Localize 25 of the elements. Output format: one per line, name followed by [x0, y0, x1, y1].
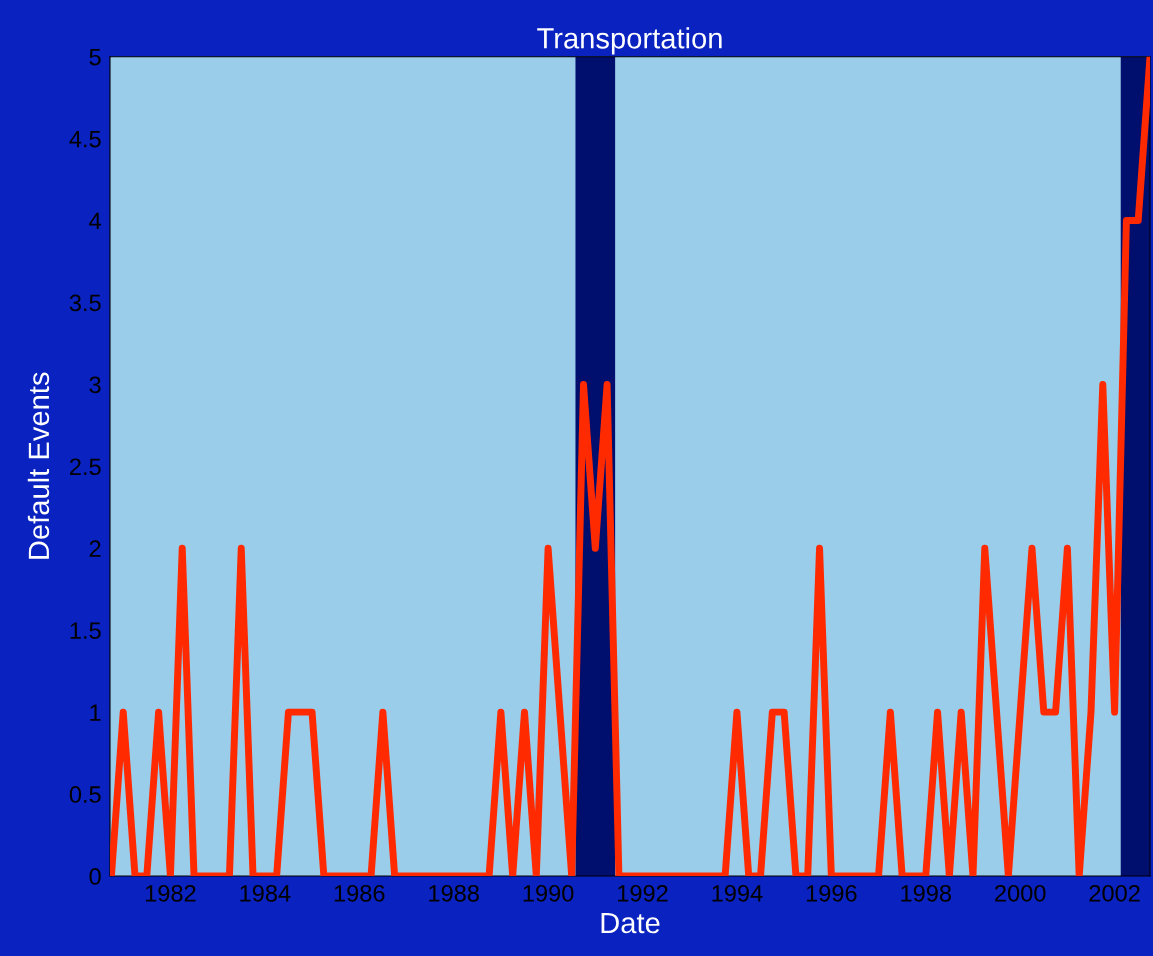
y-tick-label: 4.5 [69, 130, 101, 148]
y-axis-title: Default Events [27, 372, 50, 559]
x-tick-label: 2000 [995, 884, 1046, 902]
y-tick-label: 3 [89, 376, 101, 394]
x-tick-label: 2002 [1089, 884, 1140, 902]
x-tick-label: 1994 [712, 884, 763, 902]
x-axis-title: Date [601, 912, 660, 934]
x-tick-label: 1998 [901, 884, 951, 902]
x-tick-label: 1982 [145, 884, 196, 902]
x-tick-label: 1984 [240, 884, 291, 902]
y-tick-label: 1.5 [70, 622, 101, 639]
x-tick-label: 1996 [806, 884, 857, 902]
x-tick-label: 1990 [523, 884, 574, 902]
x-tick-label: 1986 [334, 884, 385, 902]
y-tick-label: 2.5 [70, 458, 101, 476]
x-tick-label: 1988 [429, 884, 479, 902]
y-tick-label: 4 [89, 212, 101, 230]
y-tick-label: 3.5 [69, 294, 101, 312]
y-tick-label: 5 [89, 49, 101, 66]
y-tick-label: 0.5 [69, 786, 101, 803]
x-tick-label: 1992 [618, 884, 668, 902]
chart-title: Transportation [537, 27, 722, 55]
y-tick-label: 0 [89, 868, 101, 885]
y-tick-label: 1 [90, 704, 101, 721]
y-tick-label: 2 [89, 540, 101, 557]
